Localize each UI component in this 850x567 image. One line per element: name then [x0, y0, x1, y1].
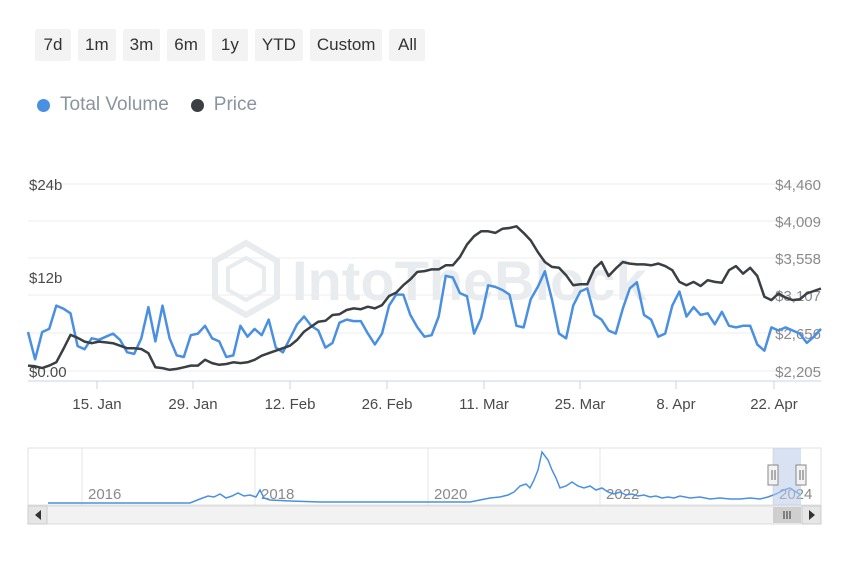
navigator-line — [48, 450, 802, 504]
legend-dot-price — [190, 98, 204, 112]
range-button-1m[interactable]: 1m — [78, 29, 116, 61]
scroll-right-button[interactable] — [801, 505, 822, 525]
x-tick-label: 12. Feb — [265, 396, 316, 413]
y-right-tick-label: $4,460 — [775, 177, 821, 194]
watermark: IntoTheBlock — [212, 239, 648, 319]
y-axis-right: $2,205$2,656$3,107$3,558$4,009$4,460 — [775, 177, 821, 381]
y-right-tick-label: $4,009 — [775, 214, 821, 231]
x-tick-label: 29. Jan — [168, 396, 217, 413]
y-right-tick-label: $2,205 — [775, 364, 821, 381]
range-button-ytd[interactable]: YTD — [254, 29, 303, 61]
legend-item-total-volume[interactable]: Total Volume — [37, 94, 169, 116]
y-left-tick-label: $12b — [29, 270, 62, 287]
navigator-handle-left[interactable] — [767, 464, 779, 486]
legend-item-price[interactable]: Price — [190, 94, 258, 116]
x-tick-label: 25. Mar — [555, 396, 606, 413]
range-button-all[interactable]: All — [389, 29, 426, 61]
chart-gridlines — [28, 183, 821, 382]
watermark-text: IntoTheBlock — [292, 249, 648, 312]
scroll-left-button[interactable] — [27, 505, 48, 525]
range-button-6m[interactable]: 6m — [167, 29, 205, 61]
scrollbar[interactable] — [27, 505, 822, 525]
y-left-tick-label: $24b — [29, 177, 62, 194]
navigator[interactable]: 20162018202020222024 — [27, 447, 822, 506]
navigator-year-label: 2022 — [606, 486, 639, 503]
y-right-tick-label: $3,558 — [775, 251, 821, 268]
range-button-custom[interactable]: Custom — [309, 29, 383, 61]
range-button-1y[interactable]: 1y — [211, 29, 248, 61]
navigator-year-label: 2020 — [434, 486, 467, 503]
x-tick-label: 26. Feb — [362, 396, 413, 413]
y-axis-left: $0.00$12b$24b — [29, 177, 67, 381]
y-right-tick-label: $2,656 — [775, 326, 821, 343]
x-tick-label: 15. Jan — [72, 396, 121, 413]
arrow-right-icon — [809, 510, 815, 520]
x-tick-label: 11. Mar — [459, 396, 509, 413]
navigator-year-label: 2016 — [88, 486, 121, 503]
navigator-handle-right[interactable] — [795, 464, 807, 486]
series-line-total-volume — [26, 270, 822, 361]
series-line-price — [27, 225, 822, 372]
range-button-7d[interactable]: 7d — [35, 29, 71, 61]
x-tick-label: 8. Apr — [656, 396, 695, 413]
arrow-left-icon — [35, 510, 41, 520]
navigator-year-label: 2018 — [261, 486, 294, 503]
x-tick-label: 22. Apr — [750, 396, 798, 413]
legend-label-price: Price — [213, 94, 258, 115]
chart-legend: Total Volume Price — [37, 94, 257, 116]
x-axis: 15. Jan 29. Jan 12. Feb 26. Feb 11. Mar 25. M… — [72, 381, 798, 413]
legend-dot-total-volume — [37, 98, 50, 112]
range-button-3m[interactable]: 3m — [122, 29, 161, 61]
legend-label-total-volume: Total Volume — [60, 94, 169, 115]
range-selector: 7d 1m 3m 6m 1y YTD Custom All — [35, 29, 426, 61]
